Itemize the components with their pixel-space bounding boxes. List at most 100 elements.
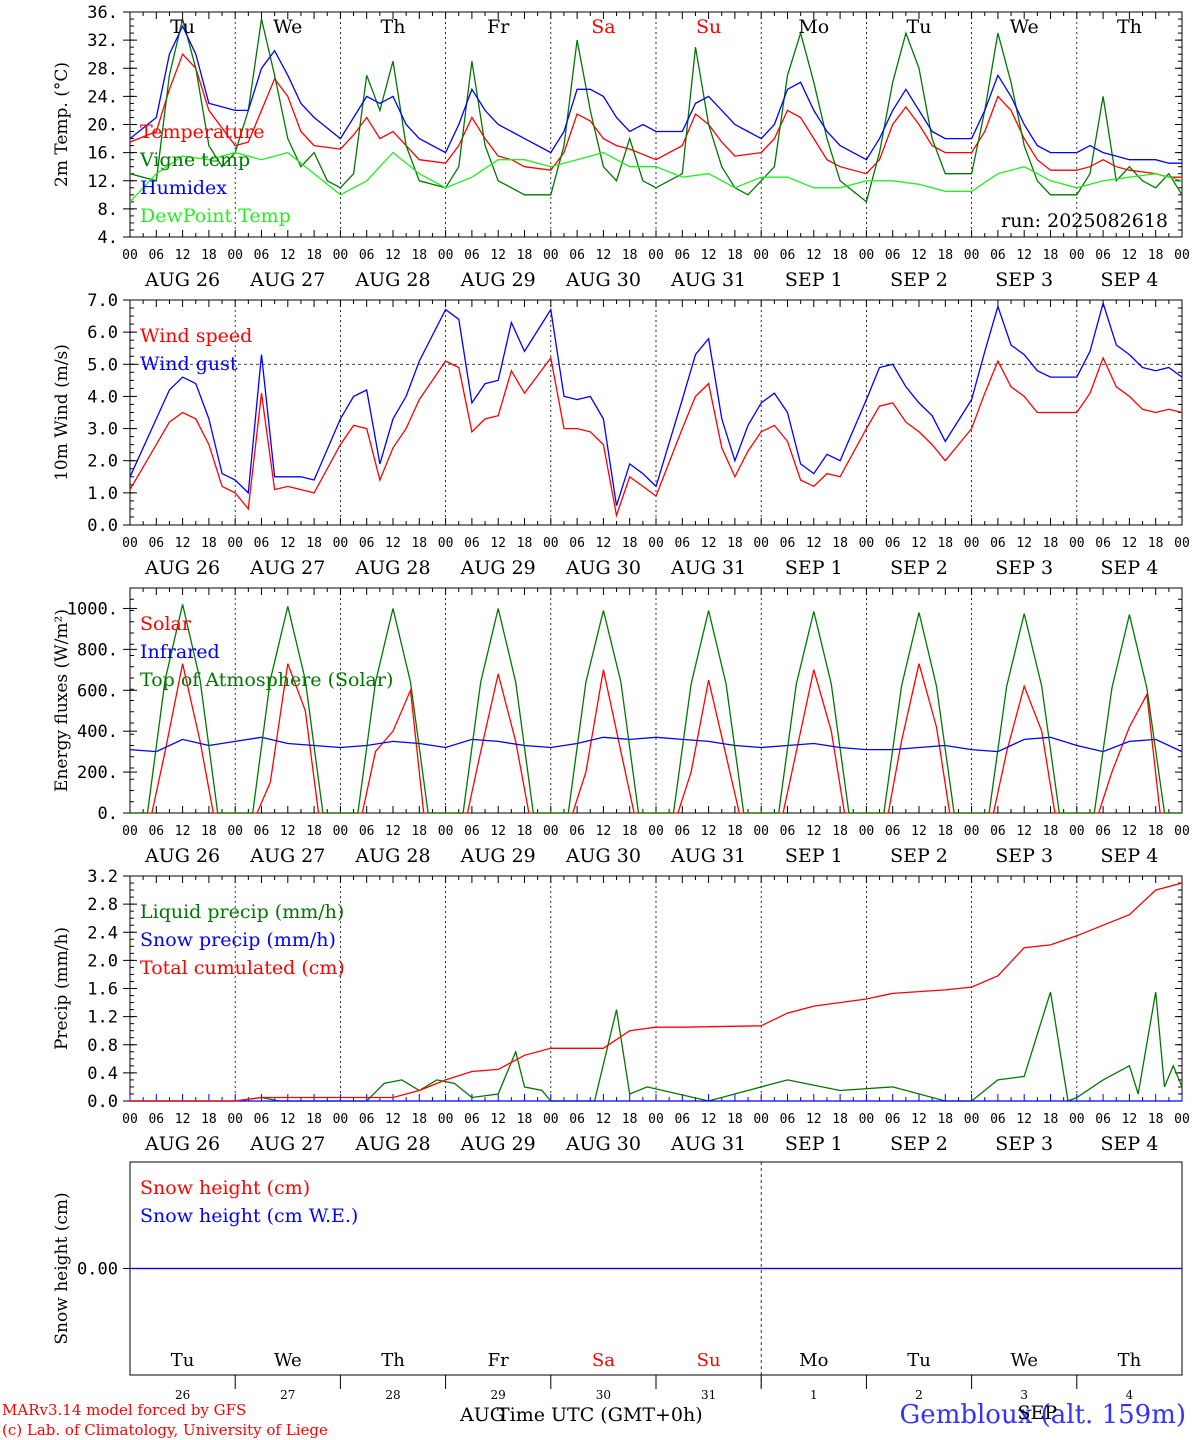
run-label: run: 2025082618 bbox=[1001, 210, 1168, 232]
hour-label: 12 bbox=[701, 1112, 717, 1127]
hour-label: 00 bbox=[333, 248, 349, 263]
hour-label: 00 bbox=[859, 248, 875, 263]
y-axis-label: Energy fluxes (W/m²) bbox=[52, 609, 72, 792]
day-name-bottom: We bbox=[274, 1350, 302, 1371]
y-tick-label: 3.0 bbox=[87, 420, 118, 440]
hour-label: 06 bbox=[464, 536, 480, 551]
date-label: SEP 4 bbox=[1100, 557, 1158, 579]
date-label: AUG 27 bbox=[249, 269, 325, 291]
hour-label: 18 bbox=[1148, 824, 1164, 839]
hour-label: 06 bbox=[254, 248, 270, 263]
hour-label: 06 bbox=[359, 536, 375, 551]
date-label: AUG 29 bbox=[460, 1133, 536, 1155]
y-tick-label: 0.0 bbox=[87, 516, 118, 536]
hour-label: 18 bbox=[1148, 248, 1164, 263]
hour-label: 06 bbox=[254, 1112, 270, 1127]
hour-label: 00 bbox=[859, 1112, 875, 1127]
hour-label: 06 bbox=[885, 1112, 901, 1127]
hour-label: 12 bbox=[701, 824, 717, 839]
hour-label: 12 bbox=[596, 1112, 612, 1127]
day-number: 29 bbox=[491, 1388, 506, 1402]
month-right: SEP bbox=[1017, 1402, 1058, 1424]
hour-label: 00 bbox=[648, 1112, 664, 1127]
hour-label: 18 bbox=[727, 536, 743, 551]
day-name-bottom: Fr bbox=[488, 1350, 509, 1371]
y-tick-label: 1.6 bbox=[87, 980, 118, 1000]
hour-label: 00 bbox=[122, 824, 138, 839]
day-number: 4 bbox=[1126, 1388, 1134, 1402]
hour-label: 00 bbox=[543, 248, 559, 263]
day-name-bottom: Tu bbox=[907, 1350, 931, 1371]
hour-label: 12 bbox=[911, 248, 927, 263]
legend-entry: Snow height (cm) bbox=[140, 1177, 310, 1199]
date-label: SEP 1 bbox=[785, 269, 843, 291]
hour-label: 12 bbox=[1122, 536, 1138, 551]
hour-label: 00 bbox=[753, 1112, 769, 1127]
hour-label: 12 bbox=[911, 1112, 927, 1127]
hour-label: 12 bbox=[701, 248, 717, 263]
hour-label: 00 bbox=[1174, 248, 1190, 263]
hour-label: 00 bbox=[438, 824, 454, 839]
hour-label: 18 bbox=[1148, 1112, 1164, 1127]
series-line-temperature bbox=[129, 52, 1182, 178]
y-tick-label: 4.0 bbox=[87, 387, 118, 407]
hour-label: 18 bbox=[1043, 248, 1059, 263]
y-tick-label: 36. bbox=[87, 3, 118, 23]
date-label: AUG 29 bbox=[460, 557, 536, 579]
date-label: AUG 28 bbox=[354, 1133, 430, 1155]
hour-label: 12 bbox=[1122, 1112, 1138, 1127]
y-axis-label: 10m Wind (m/s) bbox=[52, 344, 72, 481]
hour-label: 06 bbox=[780, 1112, 796, 1127]
day-name-top: Th bbox=[381, 16, 406, 38]
hour-label: 06 bbox=[990, 248, 1006, 263]
y-tick-label: 2.4 bbox=[87, 923, 118, 943]
legend-entry: Infrared bbox=[140, 641, 220, 663]
hour-label: 06 bbox=[569, 248, 585, 263]
hour-label: 00 bbox=[438, 248, 454, 263]
series-line-liquid-precip-mm-h- bbox=[130, 991, 1183, 1102]
date-label: AUG 26 bbox=[144, 557, 220, 579]
hour-label: 18 bbox=[1043, 536, 1059, 551]
hour-label: 06 bbox=[780, 824, 796, 839]
hour-label: 06 bbox=[990, 536, 1006, 551]
y-axis-label: 2m Temp. (°C) bbox=[52, 62, 72, 187]
hour-label: 18 bbox=[622, 824, 638, 839]
date-label: AUG 26 bbox=[144, 269, 220, 291]
hour-label: 06 bbox=[148, 1112, 164, 1127]
date-label: SEP 4 bbox=[1100, 1133, 1158, 1155]
hour-label: 18 bbox=[517, 824, 533, 839]
hour-label: 06 bbox=[464, 824, 480, 839]
hour-label: 00 bbox=[438, 536, 454, 551]
hour-label: 18 bbox=[411, 1112, 427, 1127]
hour-label: 18 bbox=[937, 1112, 953, 1127]
day-name-bottom: We bbox=[1010, 1350, 1038, 1371]
date-label: SEP 3 bbox=[995, 1133, 1053, 1155]
hour-label: 12 bbox=[806, 248, 822, 263]
y-axis-label: Precip (mm/h) bbox=[52, 927, 72, 1050]
y-tick-label: 0.8 bbox=[87, 1036, 118, 1056]
day-name-top: We bbox=[1010, 16, 1039, 38]
legend-entry: Vigne temp bbox=[139, 149, 250, 171]
hour-label: 06 bbox=[674, 824, 690, 839]
date-label: AUG 31 bbox=[670, 269, 746, 291]
date-label: SEP 1 bbox=[785, 557, 843, 579]
site-label: SEP Gembloux (alt. 159m) bbox=[900, 1400, 1186, 1430]
hour-label: 12 bbox=[175, 824, 191, 839]
hour-label: 12 bbox=[1016, 1112, 1032, 1127]
hour-label: 18 bbox=[622, 248, 638, 263]
hour-label: 06 bbox=[1095, 248, 1111, 263]
date-label: SEP 2 bbox=[890, 845, 948, 867]
legend-entry: Humidex bbox=[140, 177, 227, 199]
y-tick-label: 24. bbox=[87, 87, 118, 107]
hour-label: 06 bbox=[359, 1112, 375, 1127]
hour-label: 18 bbox=[832, 1112, 848, 1127]
y-tick-label: 6.0 bbox=[87, 323, 118, 343]
hour-label: 00 bbox=[964, 536, 980, 551]
hour-label: 12 bbox=[385, 824, 401, 839]
date-label: SEP 1 bbox=[785, 1133, 843, 1155]
y-tick-label: 8. bbox=[98, 200, 118, 220]
date-label: AUG 26 bbox=[144, 1133, 220, 1155]
hour-label: 06 bbox=[990, 824, 1006, 839]
day-name-top: Th bbox=[1117, 16, 1142, 38]
